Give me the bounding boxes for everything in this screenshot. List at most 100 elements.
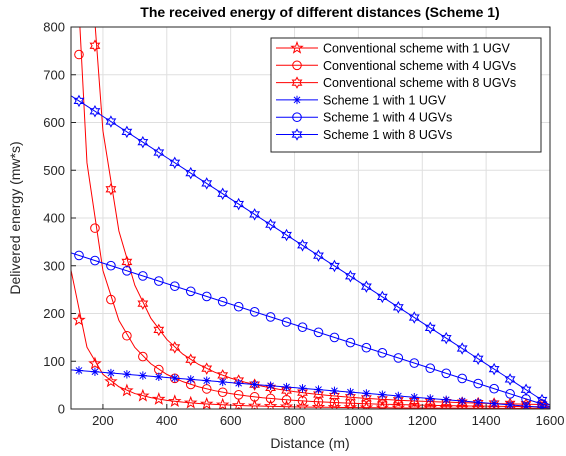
y-tick-label: 800 [43, 20, 65, 35]
asterisk-marker [122, 370, 132, 379]
asterisk-marker [292, 95, 302, 105]
asterisk-marker [442, 395, 451, 404]
series-layer [71, 27, 550, 409]
circle-marker [169, 281, 180, 291]
x-tick-label: 200 [92, 413, 114, 428]
circle-marker [249, 306, 260, 317]
hexagram-marker [137, 135, 149, 149]
hexagram-marker [169, 341, 181, 354]
circle-marker [345, 337, 356, 348]
hexagram-marker [504, 373, 516, 386]
circle-marker [217, 387, 228, 398]
asterisk-marker [473, 398, 483, 407]
hexagram-marker [408, 311, 420, 324]
x-tick-label: 800 [284, 413, 306, 428]
pentagram-marker [231, 398, 246, 409]
circle-marker [90, 223, 100, 233]
circle-marker [265, 312, 276, 322]
asterisk-marker [106, 368, 116, 378]
hexagram-marker [329, 389, 340, 403]
legend-label: Scheme 1 with 4 UGVs [323, 111, 452, 125]
asterisk-marker [170, 373, 179, 383]
y-tick-label: 0 [58, 402, 65, 417]
hexagram-marker [249, 378, 261, 391]
hexagram-marker [424, 321, 436, 335]
circle-marker [74, 49, 84, 60]
legend-label: Conventional scheme with 8 UGVs [323, 76, 516, 90]
axis-ticks: 200 400 600 800 1000 1200 1400 1600 0 100 200 300 40… [43, 20, 564, 429]
y-tick-label: 500 [43, 163, 65, 178]
circle-marker [489, 383, 499, 394]
asterisk-marker [426, 394, 435, 403]
hexagram-marker [392, 393, 404, 407]
x-tick-label: 400 [156, 413, 178, 428]
circle-marker [297, 396, 308, 406]
series-5 [71, 250, 550, 409]
circle-marker [122, 330, 132, 341]
y-tick-label: 400 [43, 211, 65, 226]
hexagram-marker [472, 352, 484, 366]
pentagram-marker [152, 392, 166, 405]
y-tick-label: 700 [43, 67, 65, 82]
hexagram-marker [360, 280, 372, 293]
legend-label: Scheme 1 with 8 UGVs [323, 128, 452, 142]
series-line [71, 95, 550, 406]
circle-marker [217, 296, 228, 307]
hexagram-marker [73, 94, 85, 108]
legend-label: Conventional scheme with 1 UGV [323, 42, 511, 56]
hexagram-marker [376, 393, 388, 406]
y-tick-label: 200 [43, 306, 65, 321]
legend-item: Conventional scheme with 4 UGVs [276, 59, 516, 73]
hexagram-marker [456, 342, 468, 355]
circle-marker [393, 353, 404, 363]
hexagram-marker [344, 391, 356, 404]
hexagram-marker [520, 397, 532, 409]
pentagram-marker [184, 395, 198, 409]
circle-marker [106, 260, 116, 271]
asterisk-marker [234, 379, 243, 388]
hexagram-marker [408, 394, 420, 408]
pentagram-marker [311, 400, 326, 409]
hexagram-marker [472, 396, 484, 409]
y-axis-title: Delivered energy (mw*s) [7, 141, 23, 294]
circle-marker [281, 317, 292, 327]
circle-marker [90, 255, 100, 266]
circle-marker [106, 294, 116, 305]
legend-item: Conventional scheme with 8 UGVs [276, 76, 516, 90]
pentagram-marker [104, 374, 118, 388]
hexagram-marker [504, 397, 516, 409]
asterisk-marker [298, 384, 307, 393]
pentagram-marker [88, 356, 102, 370]
circle-marker [292, 60, 302, 71]
hexagram-marker [329, 259, 340, 273]
asterisk-marker [521, 401, 531, 409]
hexagram-marker [440, 331, 452, 345]
circle-marker [329, 397, 340, 408]
y-tick-label: 600 [43, 115, 65, 130]
pentagram-marker [290, 40, 304, 54]
circle-marker [313, 396, 324, 407]
hexagram-marker [153, 146, 165, 159]
hexagram-marker [233, 197, 245, 211]
asterisk-marker [410, 393, 419, 402]
circle-marker [233, 301, 244, 312]
pentagram-marker [327, 400, 342, 409]
circle-marker [249, 392, 260, 402]
hexagram-marker [137, 297, 149, 310]
asterisk-marker [457, 396, 467, 406]
asterisk-marker [74, 366, 84, 375]
x-tick-label: 1200 [408, 413, 437, 428]
hexagram-marker [105, 115, 117, 128]
circle-marker [154, 276, 164, 286]
series-6 [71, 94, 550, 407]
legend-item: Conventional scheme with 1 UGV [276, 40, 511, 56]
chart-title: The received energy of different distanc… [140, 4, 499, 20]
hexagram-marker [313, 249, 324, 262]
legend-item: Scheme 1 with 4 UGVs [276, 111, 452, 125]
legend-box [270, 37, 542, 153]
hexagram-marker [201, 362, 213, 375]
asterisk-marker [378, 390, 387, 399]
hexagram-marker [105, 182, 117, 196]
hexagram-marker [297, 386, 308, 399]
